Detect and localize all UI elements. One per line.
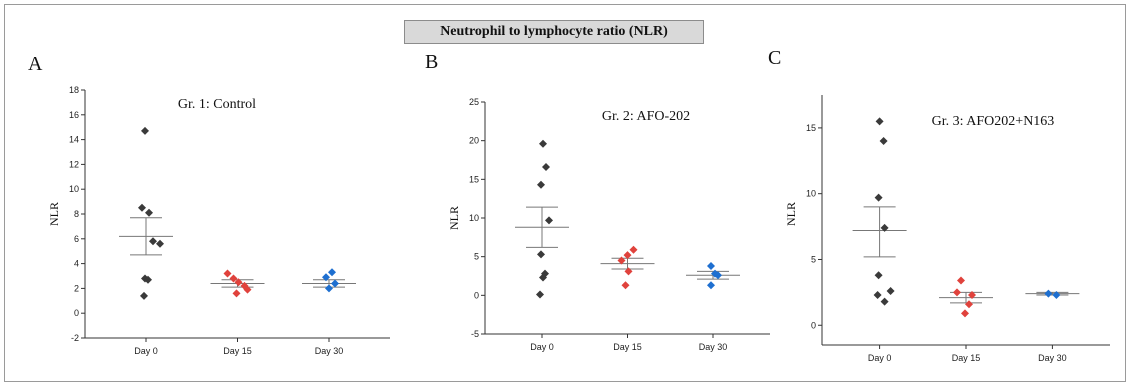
data-point — [156, 239, 164, 248]
y-tick-label: -5 — [471, 329, 479, 339]
y-tick-label: 2 — [74, 283, 79, 293]
y-tick-label: 15 — [806, 123, 816, 133]
y-tick-label: 12 — [69, 159, 79, 169]
x-tick-label: Day 15 — [952, 353, 981, 363]
data-point — [149, 237, 157, 246]
figure-banner-title: Neutrophil to lymphocyte ratio (NLR) — [404, 20, 704, 44]
x-tick-label: Day 30 — [315, 346, 344, 356]
y-tick-label: 6 — [74, 234, 79, 244]
y-tick-label: -2 — [71, 333, 79, 343]
y-tick-label: 0 — [74, 308, 79, 318]
data-point — [328, 268, 336, 277]
data-point — [234, 278, 243, 287]
x-tick-label: Day 0 — [134, 346, 158, 356]
y-tick-label: 25 — [469, 97, 479, 107]
data-point — [874, 271, 883, 280]
x-tick-label: Day 15 — [613, 342, 642, 352]
data-point — [223, 269, 232, 278]
y-tick-label: 8 — [74, 209, 79, 219]
data-point — [1052, 291, 1061, 299]
data-point — [886, 287, 895, 296]
chart-panel-c: C Gr. 3: AFO202+N163 0 5 10 15 NLR Day 0 Day 15 D… — [768, 47, 1110, 363]
data-point — [873, 291, 882, 299]
data-point — [322, 273, 330, 282]
data-point — [961, 309, 969, 318]
y-axis-label: NLR — [447, 206, 461, 230]
panel-letter: C — [768, 47, 781, 69]
x-tick-label: Day 0 — [868, 353, 892, 363]
panel-letter: B — [425, 51, 438, 73]
y-tick-label: 5 — [474, 252, 479, 262]
y-tick-label: 10 — [69, 184, 79, 194]
data-point — [629, 245, 638, 254]
data-point — [229, 274, 238, 283]
data-point — [707, 281, 715, 290]
y-tick-label: 14 — [69, 135, 79, 145]
data-point — [537, 250, 545, 259]
y-tick-label: 16 — [69, 110, 79, 120]
y-tick-label: 4 — [74, 259, 79, 269]
data-point — [325, 284, 333, 293]
data-point — [968, 291, 976, 299]
data-point — [623, 251, 632, 260]
panel-letter: A — [28, 53, 43, 75]
data-point — [874, 193, 883, 202]
data-point — [537, 180, 545, 189]
panel-title: Gr. 2: AFO-202 — [602, 109, 690, 124]
data-point — [145, 208, 153, 217]
data-point — [617, 256, 626, 265]
y-tick-label: 18 — [69, 85, 79, 95]
data-point — [539, 139, 547, 148]
data-point — [714, 271, 722, 280]
y-tick-label: 0 — [811, 320, 816, 330]
data-point — [707, 261, 715, 270]
data-point — [875, 117, 884, 126]
y-axis-label: NLR — [784, 202, 798, 226]
data-point — [138, 203, 146, 212]
x-tick-label: Day 15 — [223, 346, 252, 356]
data-point — [144, 275, 152, 284]
data-point — [243, 285, 252, 294]
y-tick-label: 0 — [474, 290, 479, 300]
x-tick-label: Day 30 — [699, 342, 728, 352]
data-point — [539, 273, 547, 282]
y-tick-label: 20 — [469, 136, 479, 146]
data-point — [880, 223, 889, 232]
figure-frame — [4, 4, 1126, 382]
x-tick-label: Day 30 — [1038, 353, 1067, 363]
data-point — [232, 289, 241, 298]
data-point — [953, 288, 961, 297]
panel-title: Gr. 1: Control — [178, 97, 256, 112]
data-point — [1044, 289, 1053, 298]
data-point — [542, 162, 550, 171]
chart-panel-a: A Gr. 1: Control -2 0 2 4 6 8 10 12 14 16 18 NLR Day 0… — [28, 53, 390, 356]
data-point — [141, 126, 149, 135]
data-point — [624, 267, 633, 276]
data-point — [621, 281, 630, 290]
data-point — [331, 279, 339, 288]
panel-title: Gr. 3: AFO202+N163 — [932, 114, 1055, 129]
y-tick-label: 5 — [811, 254, 816, 264]
data-point — [879, 137, 888, 146]
chart-panel-b: B Gr. 2: AFO-202 -5 0 5 10 15 20 25 NLR Day 0 Day 1… — [425, 51, 770, 352]
data-point — [140, 291, 148, 300]
data-point — [957, 276, 965, 285]
data-point — [545, 216, 553, 225]
y-tick-label: 10 — [806, 189, 816, 199]
y-axis-label: NLR — [47, 202, 61, 226]
data-point — [965, 300, 973, 309]
data-point — [880, 297, 889, 306]
y-tick-label: 15 — [469, 174, 479, 184]
y-tick-label: 10 — [469, 213, 479, 223]
x-tick-label: Day 0 — [530, 342, 554, 352]
data-point — [536, 290, 544, 299]
